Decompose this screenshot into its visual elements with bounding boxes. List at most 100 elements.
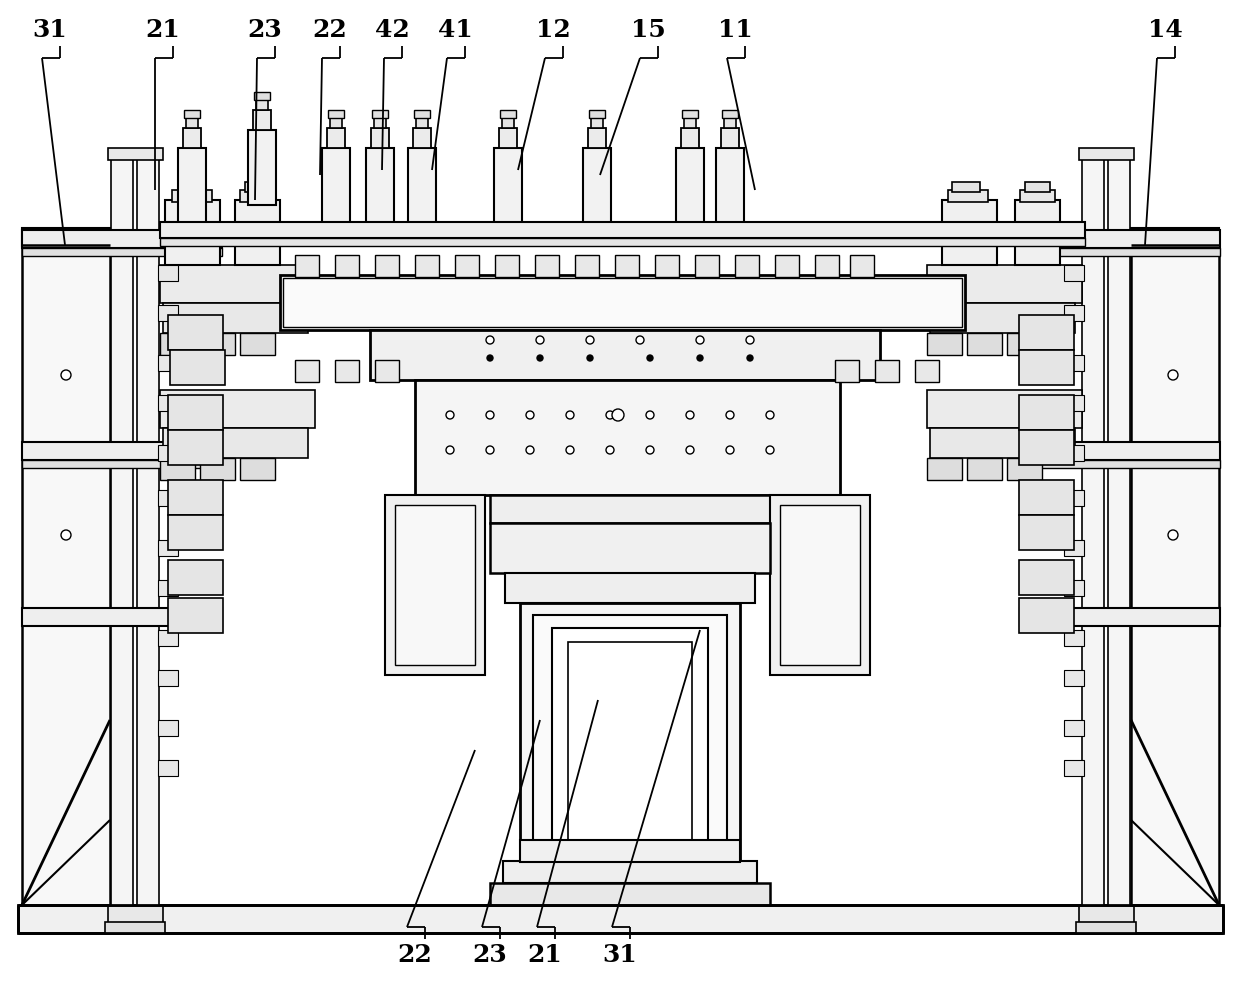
Circle shape bbox=[566, 446, 574, 454]
Circle shape bbox=[646, 411, 654, 419]
Bar bbox=[22, 245, 110, 905]
Bar bbox=[927, 333, 961, 355]
Bar bbox=[159, 630, 178, 646]
Bar bbox=[589, 110, 605, 118]
Bar bbox=[183, 128, 201, 148]
Bar bbox=[169, 515, 223, 550]
Bar bbox=[815, 255, 839, 277]
Bar bbox=[489, 883, 769, 905]
Bar bbox=[416, 118, 427, 128]
Bar bbox=[591, 118, 603, 128]
Bar bbox=[930, 428, 1075, 458]
Bar bbox=[875, 360, 900, 382]
Bar bbox=[138, 158, 159, 906]
Bar bbox=[22, 230, 222, 248]
Circle shape bbox=[686, 446, 694, 454]
Bar bbox=[280, 275, 965, 330]
Bar bbox=[330, 118, 342, 128]
Circle shape bbox=[766, 446, 774, 454]
Bar bbox=[1020, 230, 1220, 248]
Bar bbox=[1015, 200, 1061, 265]
Bar bbox=[372, 110, 388, 118]
Bar bbox=[502, 118, 514, 128]
Bar bbox=[169, 315, 223, 350]
Bar bbox=[927, 458, 961, 480]
Bar bbox=[575, 255, 598, 277]
Circle shape bbox=[536, 336, 544, 344]
Bar bbox=[322, 148, 349, 223]
Circle shape bbox=[486, 446, 494, 454]
Bar bbox=[589, 128, 606, 148]
Bar bbox=[489, 523, 769, 573]
Bar bbox=[112, 158, 133, 906]
Bar bbox=[413, 128, 431, 148]
Bar bbox=[1131, 228, 1219, 246]
Bar bbox=[328, 110, 344, 118]
Bar bbox=[1018, 515, 1074, 550]
Bar bbox=[1018, 315, 1074, 350]
Bar bbox=[253, 110, 271, 130]
Bar bbox=[1020, 460, 1220, 468]
Bar bbox=[159, 445, 178, 461]
Bar bbox=[1064, 355, 1084, 371]
Bar bbox=[22, 460, 222, 468]
Circle shape bbox=[536, 355, 543, 361]
Bar bbox=[159, 540, 178, 556]
Circle shape bbox=[686, 411, 694, 419]
Bar bbox=[160, 238, 1085, 246]
Bar bbox=[1007, 333, 1042, 355]
Bar bbox=[520, 603, 740, 883]
Bar bbox=[776, 255, 799, 277]
Bar bbox=[256, 100, 268, 110]
Bar bbox=[170, 350, 225, 385]
Bar bbox=[1064, 760, 1084, 776]
Bar bbox=[503, 861, 757, 883]
Bar bbox=[374, 118, 387, 128]
Bar bbox=[966, 333, 1002, 355]
Bar bbox=[108, 906, 164, 926]
Bar bbox=[1064, 445, 1084, 461]
Circle shape bbox=[698, 355, 703, 361]
Bar bbox=[735, 255, 760, 277]
Circle shape bbox=[696, 336, 704, 344]
Bar bbox=[295, 255, 318, 277]
Bar bbox=[248, 130, 276, 205]
Bar bbox=[927, 390, 1082, 428]
Text: 15: 15 bbox=[631, 18, 665, 42]
Bar bbox=[164, 428, 309, 458]
Bar bbox=[835, 360, 859, 382]
Bar bbox=[169, 480, 223, 515]
Circle shape bbox=[766, 411, 774, 419]
Bar bbox=[159, 670, 178, 686]
Circle shape bbox=[726, 446, 733, 454]
Bar bbox=[105, 922, 165, 934]
Bar bbox=[370, 330, 880, 380]
Bar bbox=[506, 573, 755, 603]
Text: 14: 14 bbox=[1147, 18, 1182, 42]
Bar bbox=[494, 148, 522, 223]
Bar bbox=[489, 495, 769, 523]
Bar bbox=[169, 430, 223, 465]
Bar bbox=[1007, 458, 1042, 480]
Bar bbox=[584, 148, 611, 223]
Bar bbox=[942, 200, 997, 265]
Bar bbox=[952, 182, 980, 192]
Text: 21: 21 bbox=[146, 18, 181, 42]
Bar bbox=[724, 118, 736, 128]
Bar bbox=[1108, 158, 1130, 906]
Bar bbox=[684, 118, 696, 128]
Bar bbox=[722, 110, 738, 118]
Bar bbox=[1079, 906, 1134, 926]
Circle shape bbox=[606, 446, 615, 454]
Bar bbox=[1079, 148, 1134, 160]
Bar bbox=[1064, 630, 1084, 646]
Text: 22: 22 bbox=[312, 18, 347, 42]
Bar bbox=[108, 148, 164, 160]
Bar bbox=[370, 128, 389, 148]
Circle shape bbox=[446, 411, 453, 419]
Bar bbox=[1025, 182, 1049, 192]
Bar bbox=[1064, 395, 1084, 411]
Bar bbox=[966, 458, 1002, 480]
Bar bbox=[385, 495, 484, 675]
Bar bbox=[159, 395, 178, 411]
